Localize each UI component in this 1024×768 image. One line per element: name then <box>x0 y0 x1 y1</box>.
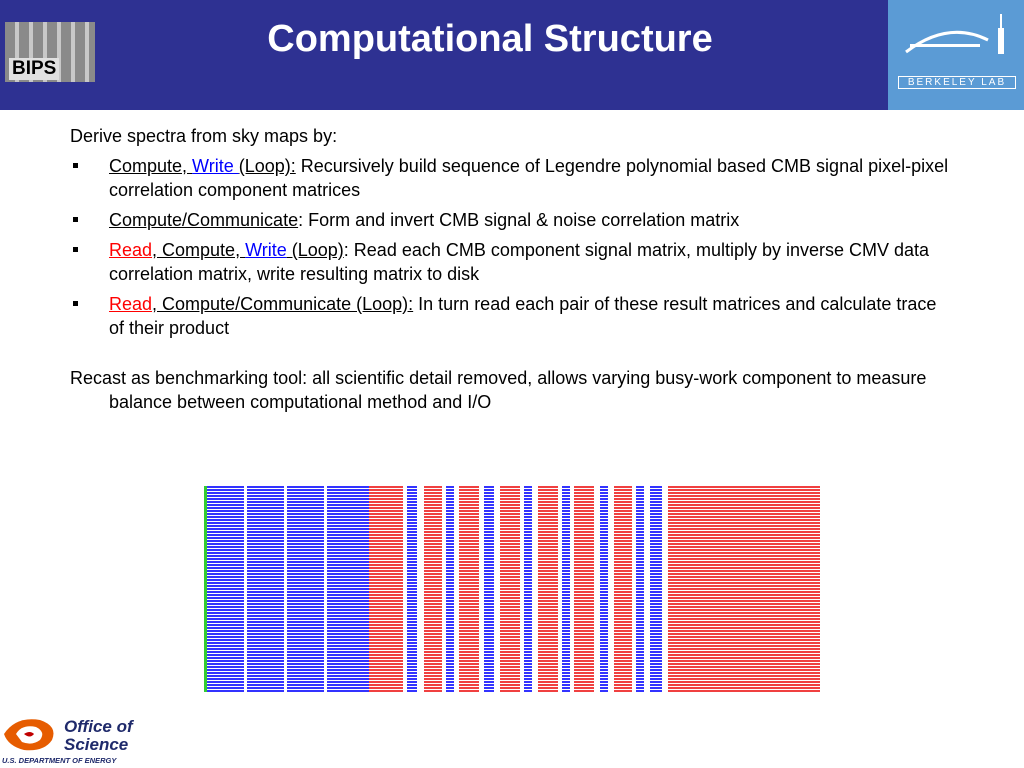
underlined-term: Compute/Communicate <box>109 210 299 230</box>
logo-text: Berkeley Lab <box>898 76 1016 89</box>
io-trace-image <box>204 486 820 692</box>
slide-title: Computational Structure <box>267 18 713 60</box>
intro: Derive spectra from sky maps by: <box>70 126 338 146</box>
logo-text: BIPS <box>9 58 60 80</box>
underlined-term: Compute, <box>109 156 193 176</box>
content: Derive spectra from sky maps by: Compute… <box>70 124 950 420</box>
underlined-term: Read <box>109 294 153 314</box>
bullet-item: Compute/Communicate: Form and invert CMB… <box>70 208 950 232</box>
berkeley-lab-logo: Berkeley Lab <box>888 0 1024 110</box>
bullet-text: : Read each CMB component signal matrix,… <box>109 240 935 284</box>
header-bar: BIPS Computational Structure <box>0 0 888 110</box>
underlined-term: (Loop) <box>286 240 344 260</box>
underlined-term: Write <box>245 240 287 260</box>
bullet-item: Compute, Write (Loop): Recursively build… <box>70 154 950 202</box>
bullet-list: Compute, Write (Loop): Recursively build… <box>70 154 950 340</box>
bullet-text: : Form and invert CMB signal & noise cor… <box>298 210 740 230</box>
bullet-text: Recursively build sequence of Legendre p… <box>109 156 954 200</box>
bips-logo: BIPS <box>5 22 95 82</box>
underlined-term: , Compute/Communicate (Loop): <box>152 294 414 314</box>
logo-graphic <box>4 719 54 751</box>
closing: Recast as benchmarking tool: all scienti… <box>70 368 927 412</box>
bullet-item: Read, Compute/Communicate (Loop): In tur… <box>70 292 950 340</box>
bullet-item: Read, Compute, Write (Loop): Read each C… <box>70 238 950 286</box>
underlined-term: Write <box>192 156 239 176</box>
bullet-text: In turn read each pair of these result m… <box>109 294 942 338</box>
logo-graphic <box>905 14 1004 54</box>
underlined-term: (Loop): <box>238 156 296 176</box>
underlined-term: , Compute, <box>152 240 246 260</box>
logo-title: Office of Science <box>64 717 133 754</box>
doe-logo: Office of Science U.S. DEPARTMENT OF ENE… <box>0 712 160 768</box>
logo-subtitle: U.S. DEPARTMENT OF ENERGY <box>2 756 117 765</box>
underlined-term: Read <box>109 240 153 260</box>
